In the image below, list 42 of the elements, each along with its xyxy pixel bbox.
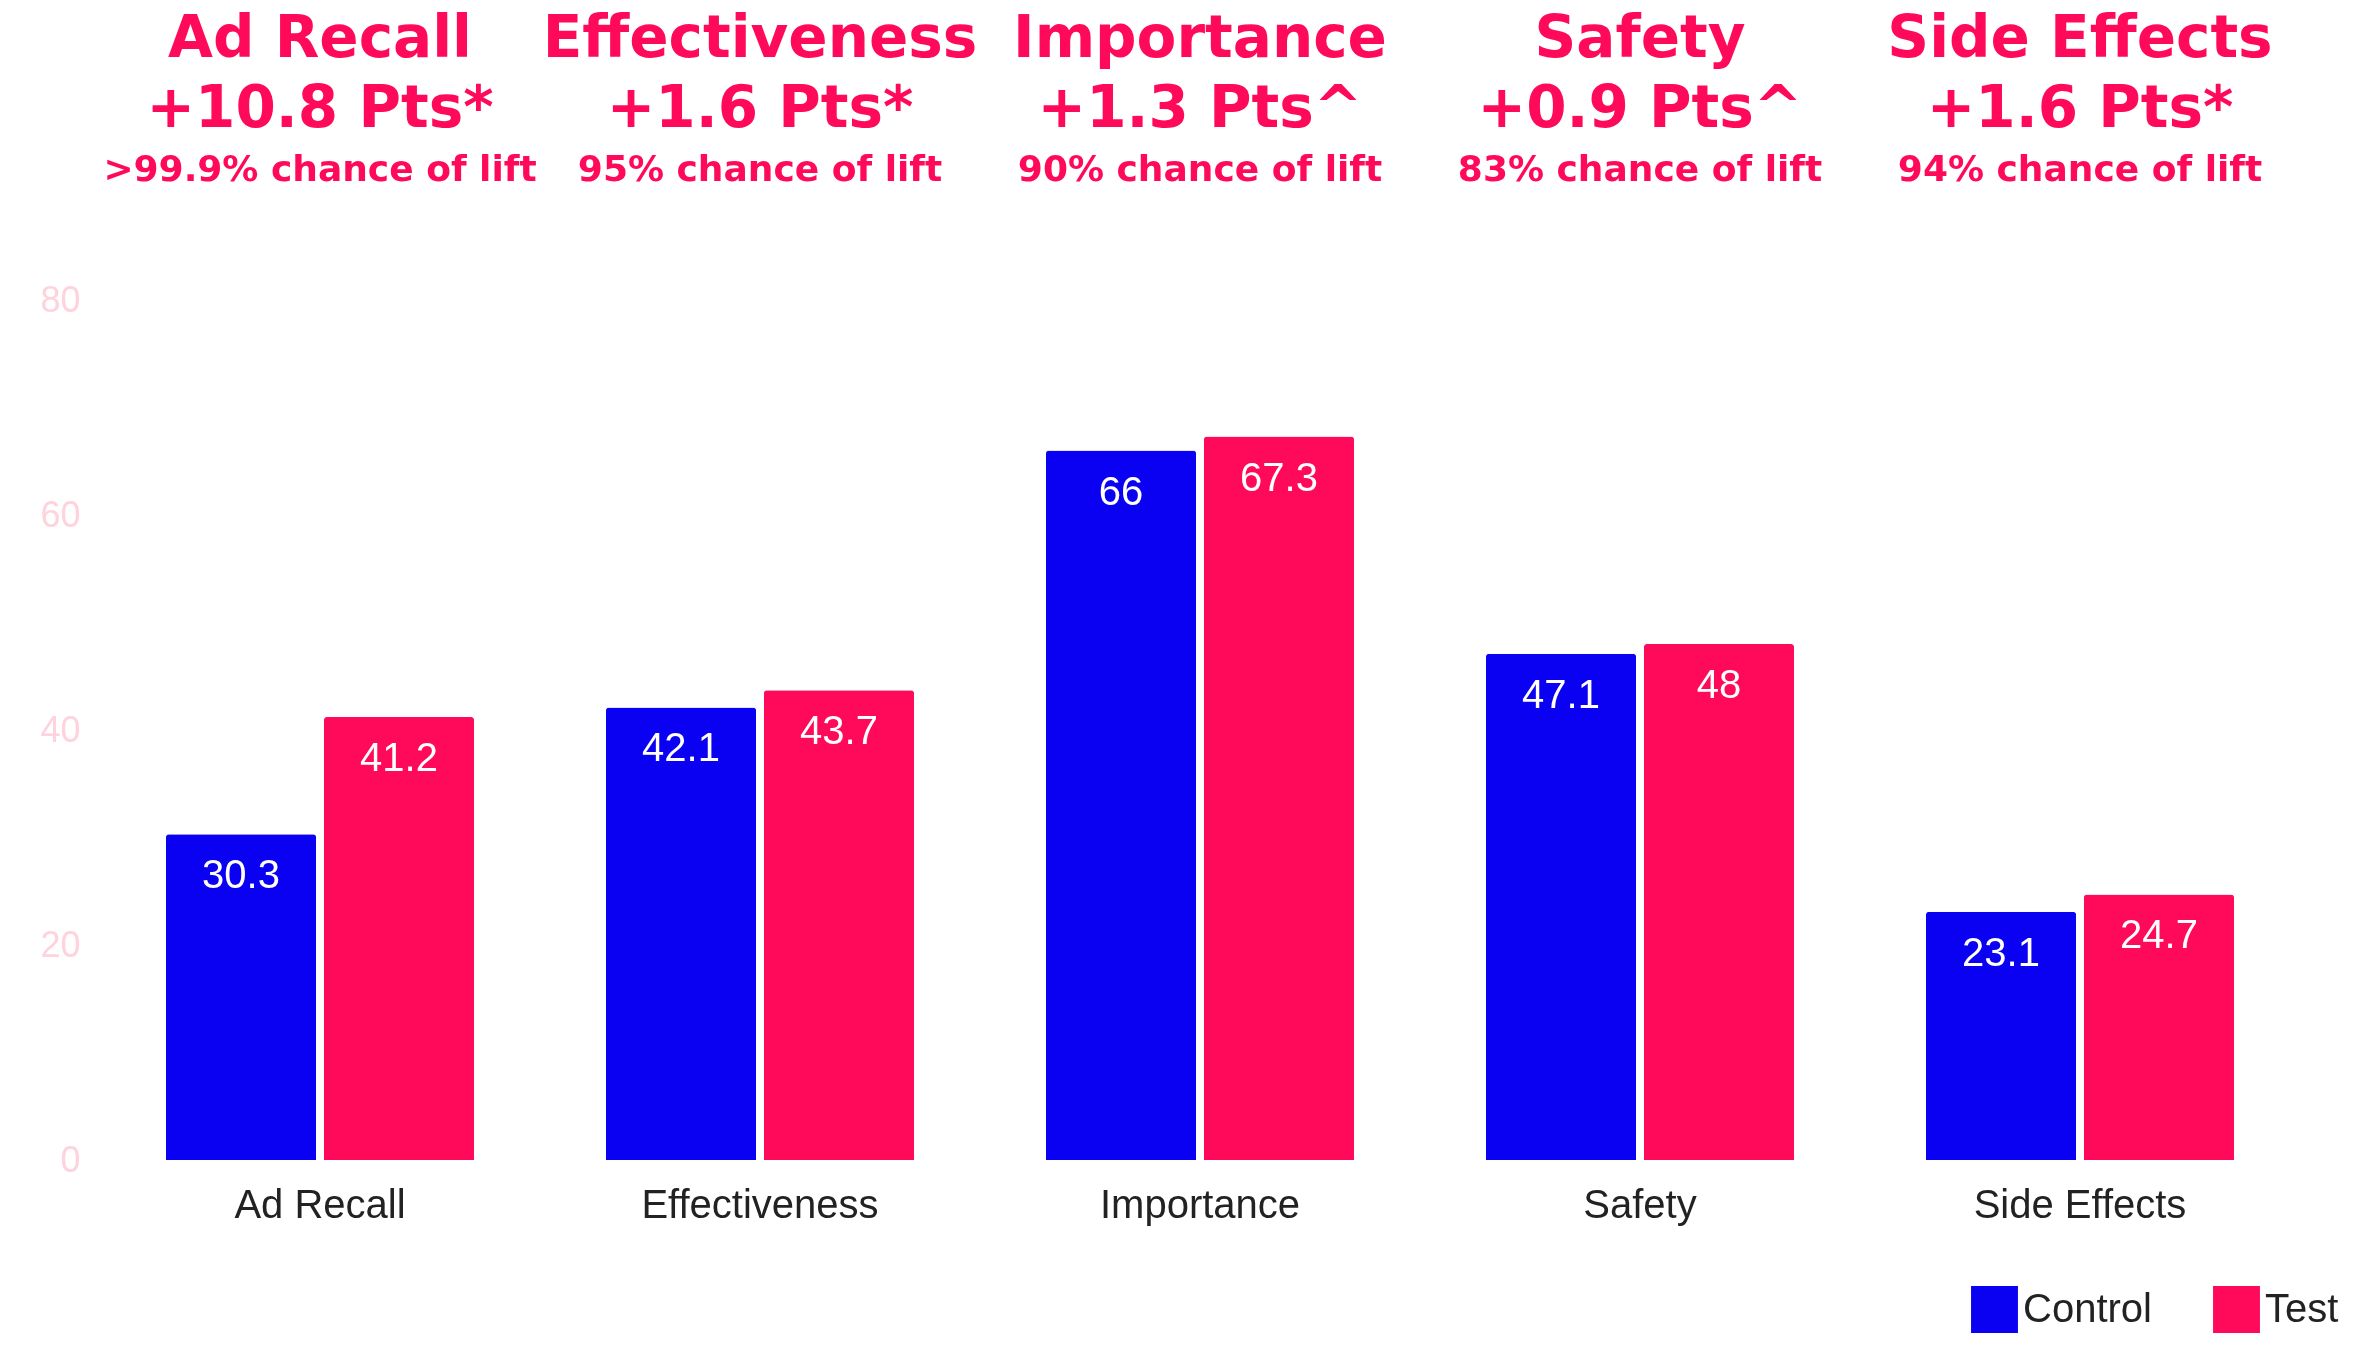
text: 95% chance of lift: [577, 148, 943, 189]
text: Side Effects: [1887, 3, 2273, 71]
data-label: 42.1: [642, 725, 720, 770]
text: +0.9 Pts^: [1477, 73, 1803, 141]
bar: [1046, 450, 1197, 1160]
x-tick-label: Safety: [1583, 1181, 1697, 1226]
x-tick-label: Importance: [1099, 1181, 1301, 1226]
bar: [763, 690, 914, 1160]
x-tick-label: Side Effects: [1973, 1181, 2187, 1226]
text: +1.3 Pts^: [1037, 73, 1363, 141]
bar: [2083, 894, 2234, 1160]
data-label: 67.3: [1240, 454, 1318, 499]
data-label: 48: [1696, 662, 1742, 706]
data-label: 47.1: [1522, 671, 1600, 716]
bar: [1203, 436, 1354, 1160]
text: +10.8 Pts*: [146, 73, 494, 141]
bar: [1643, 644, 1794, 1160]
text: Importance: [1013, 3, 1387, 71]
bar: [1486, 653, 1637, 1160]
bar: [606, 707, 757, 1160]
data-label: 66: [1098, 468, 1144, 513]
text: 83% chance of lift: [1457, 148, 1823, 189]
text: Ad Recall: [168, 3, 472, 71]
text: +1.6 Pts*: [606, 73, 914, 141]
data-label: 41.2: [360, 735, 438, 780]
text: 94% chance of lift: [1897, 148, 2263, 189]
x-tick-label: Ad Recall: [234, 1181, 406, 1226]
data-label: 43.7: [800, 708, 878, 753]
text: +1.6 Pts*: [1926, 73, 2234, 141]
data-label: 30.3: [202, 852, 280, 897]
text: Effectiveness: [542, 3, 978, 71]
data-label: 23.1: [1962, 929, 2040, 974]
text: 90% chance of lift: [1017, 148, 1383, 189]
text: >99.9% chance of lift: [103, 148, 537, 189]
legend-label: Control: [2023, 1285, 2152, 1330]
x-tick-label: Effectiveness: [641, 1181, 879, 1226]
text: Safety: [1534, 3, 1746, 71]
bar: [166, 834, 317, 1160]
bar: [1926, 911, 2077, 1160]
data-label: 24.7: [2120, 912, 2198, 957]
legend-label: Test: [2265, 1285, 2339, 1330]
bar: [323, 717, 474, 1160]
